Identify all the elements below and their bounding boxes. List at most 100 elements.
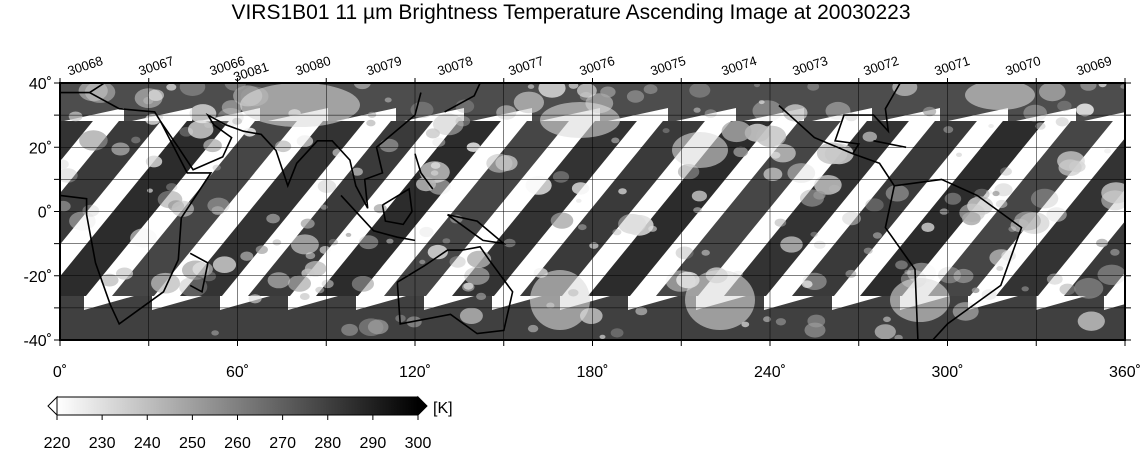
cloud-blob xyxy=(992,190,1000,197)
cloud-blob xyxy=(221,100,243,115)
swath-band xyxy=(60,83,192,245)
cloud-blob xyxy=(828,184,841,193)
cloud-blob xyxy=(552,171,570,183)
cloud-blob xyxy=(989,249,1014,267)
x-tick-label: 300˚ xyxy=(931,364,963,381)
orbit-label: 30078 xyxy=(436,53,475,78)
cloud-blob xyxy=(1014,211,1041,231)
cloud-blob xyxy=(288,275,311,292)
cloud-blob xyxy=(1046,273,1063,285)
cloud-blob xyxy=(476,292,487,300)
colorbar-tick-label: 270 xyxy=(269,435,296,452)
cloud-blob xyxy=(68,111,83,122)
cloud-blob xyxy=(863,247,873,254)
cloud-blob xyxy=(1021,286,1029,292)
cloud-blob xyxy=(166,183,178,192)
orbit-label: 30067 xyxy=(137,53,176,78)
cloud-blob xyxy=(576,198,582,203)
cloud-blob xyxy=(419,226,434,238)
swath-gap xyxy=(676,108,736,121)
cloud-blob xyxy=(600,86,616,98)
cloud-blob xyxy=(885,184,909,202)
cloud-blob xyxy=(890,278,950,322)
cloud-blob xyxy=(143,96,154,105)
colorbar-gradient xyxy=(57,397,418,415)
colorbar: 220 230 240 250 260 270 280 290 300 [K] xyxy=(44,395,453,452)
cloud-blob xyxy=(1039,83,1066,102)
x-tick-label: 120˚ xyxy=(399,364,431,381)
cloud-blob xyxy=(495,155,518,171)
cloud-blob xyxy=(319,246,331,254)
cloud-blob xyxy=(721,120,752,143)
orbit-label: 30079 xyxy=(365,53,404,78)
cloud-blob xyxy=(341,323,358,336)
coastline xyxy=(873,140,907,149)
cloud-blob xyxy=(527,84,535,89)
cloud-blob xyxy=(599,334,606,339)
cloud-blob xyxy=(589,242,599,249)
cloud-blob xyxy=(996,266,1004,271)
cloud-blob xyxy=(923,106,937,117)
cloud-blob xyxy=(130,228,157,248)
cloud-blob xyxy=(513,91,545,114)
coastline xyxy=(189,252,209,294)
cloud-blob xyxy=(147,188,153,193)
cloud-blob xyxy=(1030,188,1059,209)
cloud-blob xyxy=(1035,122,1046,130)
orbit-label: 30072 xyxy=(862,53,901,78)
cloud-blob xyxy=(232,117,243,125)
cloud-blob xyxy=(967,196,994,216)
cloud-blob xyxy=(807,314,826,328)
cloud-blob xyxy=(419,259,426,265)
cloud-blob xyxy=(379,138,399,153)
cloud-blob xyxy=(317,179,337,193)
cloud-blob xyxy=(780,236,803,253)
orbit-label: 30077 xyxy=(507,53,546,78)
cloud-blob xyxy=(1097,264,1125,285)
cloud-blob xyxy=(1058,159,1082,176)
cloud-blob xyxy=(410,101,434,119)
cloud-blob xyxy=(189,104,217,124)
cloud-blob xyxy=(787,163,816,183)
orbit-label: 30073 xyxy=(791,53,830,78)
cloud-blob xyxy=(427,244,448,260)
cloud-blob xyxy=(315,286,325,294)
cloud-blob xyxy=(904,269,911,275)
cloud-blob xyxy=(1023,104,1047,122)
cloud-blob xyxy=(266,213,280,224)
cloud-blob xyxy=(463,282,474,290)
orbit-label: 30071 xyxy=(933,53,972,78)
cloud-blob xyxy=(300,218,315,229)
colorbar-tick-label: 250 xyxy=(179,435,206,452)
cloud-blob xyxy=(874,324,896,340)
orbit-label: 30069 xyxy=(1075,53,1114,78)
cloud-blob xyxy=(1096,238,1108,248)
cloud-blob xyxy=(386,238,394,244)
cloud-blob xyxy=(145,155,163,168)
cloud-blob xyxy=(212,164,221,171)
cloud-blob xyxy=(459,307,483,324)
cloud-blob xyxy=(182,260,209,280)
map-axes: 0˚ 60˚ 120˚ 180˚ 240˚ 300˚ 360˚ 40˚ 20˚ 0˚ -20˚ -40… xyxy=(24,76,1141,381)
map-panel: 0˚ 60˚ 120˚ 180˚ 240˚ 300˚ 360˚ 40˚ 20˚ 0˚ -20˚ -40… xyxy=(24,76,1141,381)
cloud-blob xyxy=(296,135,314,147)
cloud-blob xyxy=(783,104,808,122)
orbit-label: 30080 xyxy=(294,53,333,78)
cloud-blob xyxy=(82,204,100,217)
cloud-blob xyxy=(345,232,352,237)
cloud-blob xyxy=(60,200,71,212)
cloud-blob xyxy=(1120,84,1125,89)
cloud-blob xyxy=(986,190,993,195)
cloud-blob xyxy=(672,132,728,168)
swath-gap xyxy=(424,296,474,310)
cloud-blob xyxy=(525,176,552,195)
y-tick-label: 0˚ xyxy=(38,205,52,222)
y-tick-label: 40˚ xyxy=(29,76,52,93)
cloud-blob xyxy=(84,83,116,103)
orbit-label: 30075 xyxy=(649,53,688,78)
cloud-blob xyxy=(807,83,820,91)
cloud-blob xyxy=(1076,103,1094,117)
coastline xyxy=(381,187,413,226)
cloud-blob xyxy=(921,222,935,232)
cloud-blob xyxy=(813,240,826,249)
